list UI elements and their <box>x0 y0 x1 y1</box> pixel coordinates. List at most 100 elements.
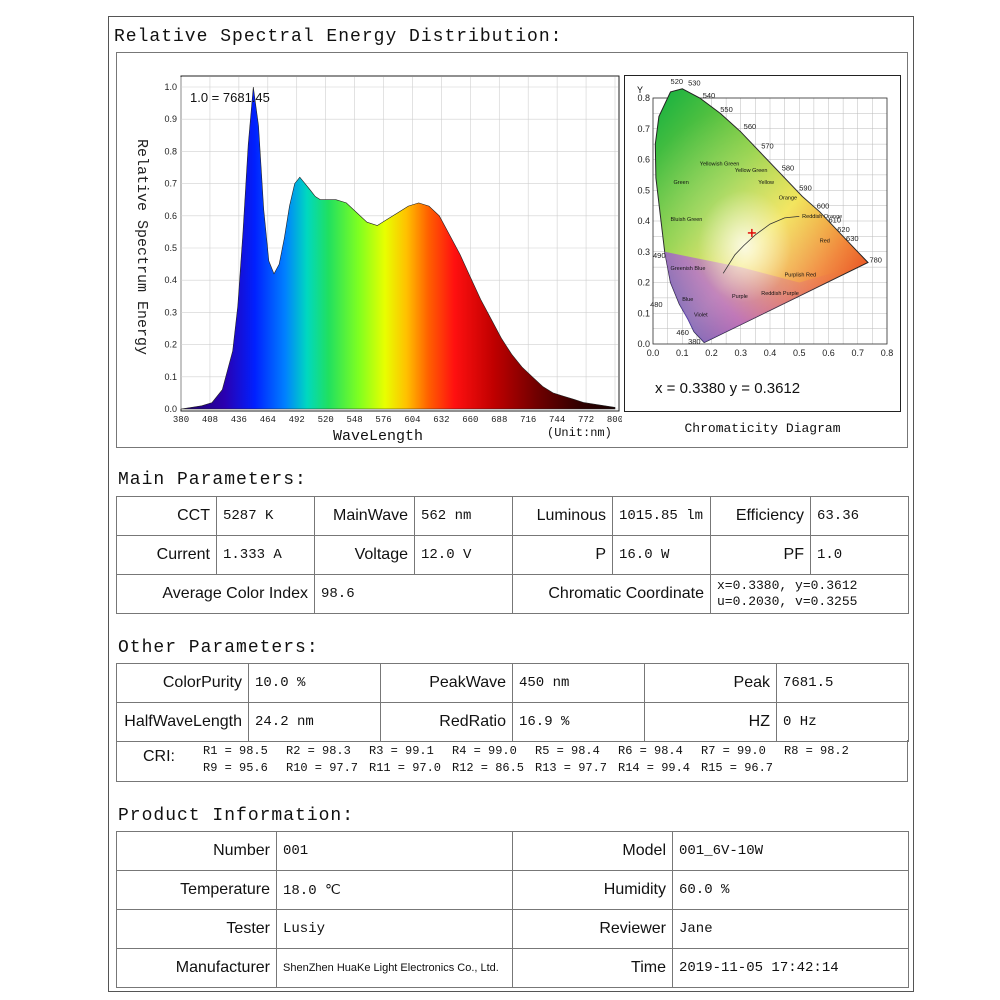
voltage-label: Voltage <box>314 535 415 575</box>
model-label: Model <box>512 831 673 871</box>
wavelength-label: 480 <box>650 300 663 309</box>
x-tick-label: 492 <box>289 415 305 425</box>
luminous-label: Luminous <box>512 496 613 536</box>
wavelength-label: 520 <box>671 77 684 86</box>
cie-x-tick: 0.5 <box>793 348 806 358</box>
cri-value: R6 = 98.4 <box>618 744 683 758</box>
cie-x-tick: 0.6 <box>822 348 835 358</box>
cie-y-tick: 0.8 <box>637 93 650 103</box>
cri-value: R12 = 86.5 <box>452 761 525 775</box>
cie-x-tick: 0.7 <box>851 348 864 358</box>
cie-y-tick: 0.2 <box>637 278 650 288</box>
cie-y-tick: 0.5 <box>637 185 650 195</box>
y-tick-labels: 0.0 0.1 0.2 0.3 0.4 0.5 0.6 0.7 0.8 0.9 1.0 <box>164 82 177 414</box>
spectral-panel <box>116 52 908 448</box>
locus-white-tint <box>655 88 868 343</box>
wavelength-label: 600 <box>817 202 830 211</box>
cie-caption: Chromaticity Diagram <box>684 421 841 436</box>
peak-annotation: 1.0 = 7681.45 <box>190 90 270 105</box>
x-tick-label: 548 <box>346 415 362 425</box>
region-label: Blue <box>682 297 693 303</box>
table-row: Temperature 18.0 ℃ Humidity 60.0 % <box>116 870 909 910</box>
cie-x-tick: 0.0 <box>647 348 660 358</box>
cri-value: R15 = 96.7 <box>701 761 774 775</box>
x-tick-label: 380 <box>173 415 189 425</box>
cie-y-tick: 0.4 <box>637 216 650 226</box>
efficiency-value: 63.36 <box>810 496 909 536</box>
cie-x-tick: 0.8 <box>881 348 894 358</box>
model-value: 001_6V-10W <box>672 831 909 871</box>
wavelength-label: 490 <box>653 251 666 260</box>
efficiency-label: Efficiency <box>710 496 811 536</box>
manufacturer-label: Manufacturer <box>116 948 277 988</box>
main-section-title: Main Parameters: <box>118 470 307 490</box>
cct-value: 5287 K <box>216 496 315 536</box>
cie-y-tick: 0.3 <box>637 247 650 257</box>
y-tick-label: 0.7 <box>164 179 177 189</box>
spectrum-curve <box>180 86 616 410</box>
x-tick-label: 604 <box>404 415 420 425</box>
cri-value: R3 = 99.1 <box>369 744 434 758</box>
cie-plot-border <box>652 97 888 345</box>
region-label: Red <box>820 239 830 245</box>
table-row: Manufacturer ShenZhen HuaKe Light Electr… <box>116 948 909 988</box>
wavelength-label: 780 <box>869 256 882 265</box>
chromaticity-point-marker <box>747 228 756 237</box>
cie-coordinate-text: x = 0.3380 y = 0.3612 <box>655 380 800 397</box>
cri-value: R1 = 98.5 <box>203 744 268 758</box>
cie-svg: 0.0 0.1 0.2 0.3 0.4 0.5 0.6 0.7 0.8 0.0 0.1 0.2 0.3… <box>637 77 894 397</box>
reviewer-value: Jane <box>672 909 909 949</box>
cie-y-ticks: 0.0 0.1 0.2 0.3 0.4 0.5 0.6 0.7 0.8 <box>637 93 650 349</box>
cie-y-tick: 0.0 <box>637 339 650 349</box>
unit-note: (Unit:nm) <box>547 426 612 440</box>
number-value: 001 <box>276 831 513 871</box>
cri-value: R11 = 97.0 <box>369 761 442 775</box>
cri-value: R9 = 95.6 <box>203 761 268 775</box>
product-info-table: Number 001 Model 001_6V-10W Temperature … <box>116 831 909 988</box>
region-label: Reddish Purple <box>761 291 799 297</box>
wavelength-label: 460 <box>676 328 689 337</box>
hz-value: 0 Hz <box>776 702 909 742</box>
y-tick-label: 0.4 <box>164 275 177 285</box>
wavelength-label: 530 <box>688 79 701 88</box>
y-tick-label: 1.0 <box>164 82 177 92</box>
peak-label: Peak <box>644 663 777 703</box>
table-row: CCT 5287 K MainWave 562 nm Luminous 1015… <box>116 496 909 536</box>
colorpurity-value: 10.0 % <box>248 663 381 703</box>
reviewer-label: Reviewer <box>512 909 673 949</box>
region-label: Green <box>673 180 688 186</box>
peak-value: 7681.5 <box>776 663 909 703</box>
current-label: Current <box>116 535 217 575</box>
cie-x-ticks: 0.0 0.1 0.2 0.3 0.4 0.5 0.6 0.7 0.8 <box>647 348 894 358</box>
redratio-value: 16.9 % <box>512 702 645 742</box>
pf-value: 1.0 <box>810 535 909 575</box>
wavelength-label: 610 <box>829 216 842 225</box>
colorpurity-label: ColorPurity <box>116 663 249 703</box>
product-section-title: Product Information: <box>118 806 355 826</box>
tester-label: Tester <box>116 909 277 949</box>
region-label: Bluish Green <box>671 217 703 223</box>
wavelength-label: 590 <box>799 183 812 192</box>
y-tick-label: 0.0 <box>164 404 177 414</box>
cri-value: R4 = 99.0 <box>452 744 517 758</box>
cri-label: CRI: <box>143 748 175 765</box>
x-tick-label: 408 <box>202 415 218 425</box>
cri-value: R5 = 98.4 <box>535 744 600 758</box>
region-label: Reddish Orange <box>802 214 842 220</box>
cri-value: R7 = 99.0 <box>701 744 766 758</box>
x-tick-label: 772 <box>578 415 594 425</box>
spectrum-chart: 0.0 0.1 0.2 0.3 0.4 0.5 0.6 0.7 0.8 0.9 1.0 380 408… <box>133 75 622 445</box>
cie-x-tick: 0.3 <box>734 348 747 358</box>
manufacturer-value: ShenZhen HuaKe Light Electronics Co., Lt… <box>276 948 513 988</box>
p-value: 16.0 W <box>612 535 711 575</box>
voltage-value: 12.0 V <box>414 535 513 575</box>
aci-value: 98.6 <box>314 574 513 614</box>
planckian-locus <box>722 216 800 274</box>
cri-value: R2 = 98.3 <box>286 744 351 758</box>
wavelength-label: 380 <box>688 337 701 346</box>
y-tick-label: 0.2 <box>164 340 177 350</box>
region-label: Yellow Green <box>735 168 768 174</box>
y-tick-label: 0.9 <box>164 114 177 124</box>
